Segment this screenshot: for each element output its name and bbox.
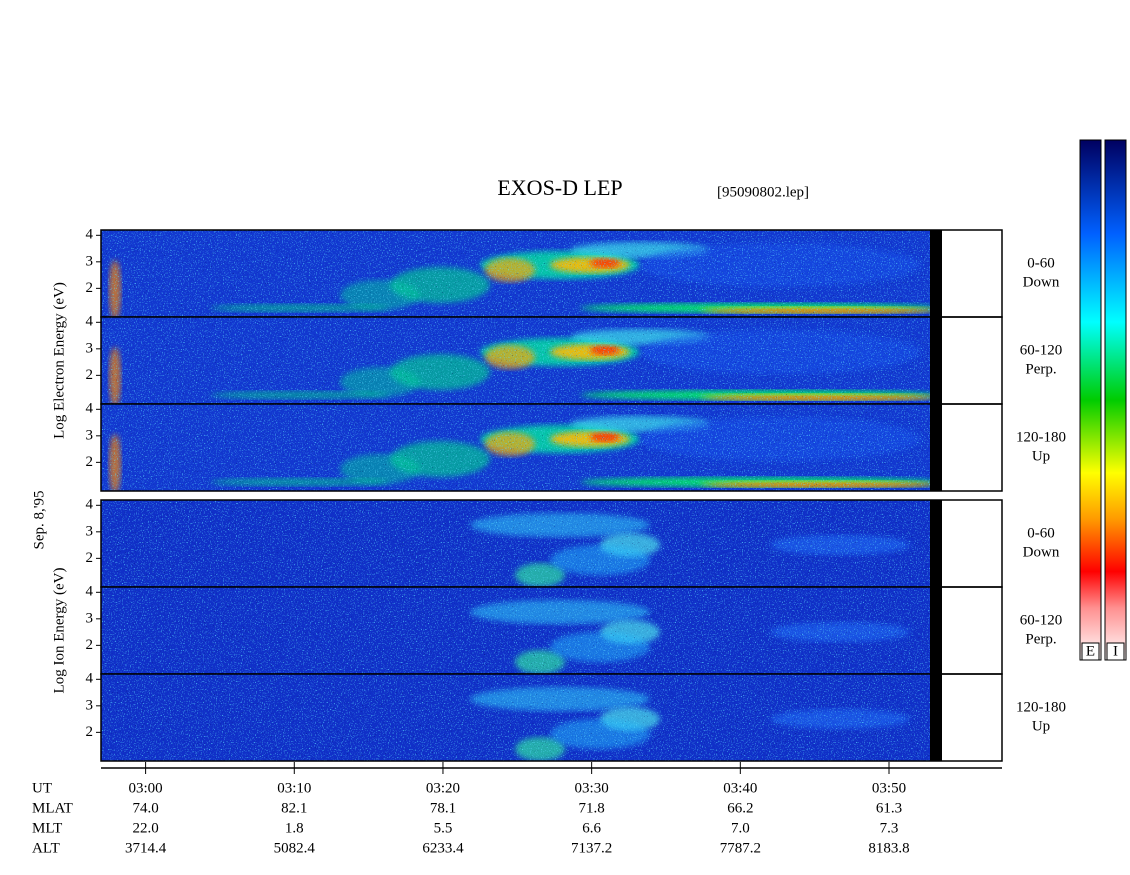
orbit-value: 7.3 <box>880 820 899 836</box>
spectrogram <box>101 230 930 317</box>
spectrogram <box>101 587 930 674</box>
y-axis-label: Log Ion Energy (eV) <box>51 568 67 694</box>
orbit-label: MLT <box>32 820 62 836</box>
orbit-value: 6233.4 <box>422 840 464 856</box>
no-data-bar <box>930 674 942 761</box>
x-tick-label: 03:50 <box>872 780 906 796</box>
y-tick-label: 2 <box>86 637 94 653</box>
colorbar-label-box <box>1106 642 1125 661</box>
y-tick-label: 4 <box>86 671 94 687</box>
orbit-value: 6.6 <box>582 820 601 836</box>
speckle <box>101 230 930 317</box>
y-tick-label: 2 <box>86 454 94 470</box>
direction-label: Perp. <box>1025 631 1056 647</box>
orbit-value: 7.0 <box>731 820 750 836</box>
speckle <box>101 500 930 587</box>
orbit-value: 8183.8 <box>868 840 909 856</box>
y-tick-label: 4 <box>86 314 94 330</box>
colorbar <box>1104 139 1127 661</box>
x-tick-label: 03:20 <box>426 780 460 796</box>
direction-label: Down <box>1023 544 1060 560</box>
y-tick-label: 3 <box>86 697 94 713</box>
y-tick-label: 2 <box>86 550 94 566</box>
no-data-bar <box>930 317 942 404</box>
orbit-label: MLAT <box>32 800 73 816</box>
pitch-label: 120-180 <box>1016 429 1066 445</box>
spectrogram <box>101 674 930 761</box>
y-tick-label: 2 <box>86 280 94 296</box>
spectrogram <box>101 404 930 491</box>
subtitle: [95090802.lep] <box>717 184 809 200</box>
x-axis-label: UT <box>32 780 52 796</box>
direction-label: Perp. <box>1025 361 1056 377</box>
pitch-label: 0-60 <box>1027 255 1055 271</box>
orbit-value: 66.2 <box>727 800 753 816</box>
x-tick-label: 03:40 <box>723 780 757 796</box>
spectrogram <box>101 317 930 404</box>
pitch-label: 60-120 <box>1020 342 1063 358</box>
orbit-value: 82.1 <box>281 800 307 816</box>
pitch-label: 120-180 <box>1016 699 1066 715</box>
speckle <box>101 317 930 404</box>
pitch-label: 60-120 <box>1020 612 1063 628</box>
y-tick-label: 2 <box>86 367 94 383</box>
pitch-label: 0-60 <box>1027 525 1055 541</box>
orbit-value: 5.5 <box>434 820 453 836</box>
orbit-label: ALT <box>32 840 60 856</box>
x-tick-label: 03:00 <box>129 780 163 796</box>
speckle <box>101 404 930 491</box>
orbit-value: 22.0 <box>132 820 158 836</box>
no-data-bar <box>930 404 942 491</box>
direction-label: Down <box>1023 274 1060 290</box>
date-label: Sep. 8,'95 <box>31 491 47 550</box>
orbit-value: 1.8 <box>285 820 304 836</box>
orbit-value: 78.1 <box>430 800 456 816</box>
orbit-value: 3714.4 <box>125 840 167 856</box>
title: EXOS-D LEP <box>497 175 622 200</box>
panel-frame <box>100 673 1003 762</box>
x-tick-label: 03:10 <box>277 780 311 796</box>
orbit-value: 71.8 <box>579 800 605 816</box>
orbit-value: 74.0 <box>132 800 158 816</box>
y-tick-label: 3 <box>86 610 94 626</box>
y-tick-label: 2 <box>86 724 94 740</box>
orbit-value: 5082.4 <box>274 840 316 856</box>
colorbar-label: E <box>1086 643 1095 659</box>
no-data-bar <box>930 500 942 587</box>
orbit-value: 7137.2 <box>571 840 612 856</box>
no-data-bar <box>930 230 942 317</box>
colorbar <box>1079 139 1102 661</box>
no-data-bar <box>930 587 942 674</box>
panel-frame <box>100 403 1003 492</box>
y-tick-label: 4 <box>86 584 94 600</box>
direction-label: Up <box>1032 718 1050 734</box>
colorbar-label: I <box>1113 643 1118 659</box>
colorbar-label-box <box>1081 642 1100 661</box>
x-tick-label: 03:30 <box>575 780 609 796</box>
direction-label: Up <box>1032 448 1050 464</box>
y-tick-label: 3 <box>86 523 94 539</box>
speckle <box>101 587 930 674</box>
y-axis-label: Log Electron Energy (eV) <box>51 282 67 439</box>
speckle <box>101 674 930 761</box>
spectrogram <box>101 500 930 587</box>
orbit-value: 61.3 <box>876 800 902 816</box>
y-tick-label: 4 <box>86 497 94 513</box>
y-tick-label: 3 <box>86 340 94 356</box>
orbit-value: 7787.2 <box>720 840 761 856</box>
y-tick-label: 3 <box>86 427 94 443</box>
y-tick-label: 3 <box>86 253 94 269</box>
y-tick-label: 4 <box>86 227 94 243</box>
y-tick-label: 4 <box>86 401 94 417</box>
